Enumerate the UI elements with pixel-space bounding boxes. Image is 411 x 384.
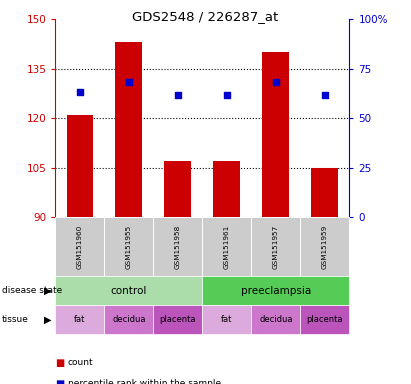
Text: control: control: [111, 286, 147, 296]
Bar: [312, 167, 338, 217]
Text: disease state: disease state: [2, 286, 62, 295]
Text: GSM151960: GSM151960: [77, 225, 83, 269]
Point: [126, 79, 132, 85]
Text: placenta: placenta: [307, 315, 343, 324]
Text: ■: ■: [55, 379, 65, 384]
Bar: [213, 161, 240, 217]
Text: GDS2548 / 226287_at: GDS2548 / 226287_at: [132, 10, 279, 23]
Point: [77, 89, 83, 95]
Bar: [67, 115, 93, 217]
Point: [272, 79, 279, 85]
Text: ■: ■: [55, 358, 65, 368]
Text: GSM151958: GSM151958: [175, 225, 181, 269]
Text: tissue: tissue: [2, 315, 29, 324]
Text: percentile rank within the sample: percentile rank within the sample: [68, 379, 221, 384]
Text: ▶: ▶: [44, 286, 51, 296]
Text: GSM151955: GSM151955: [126, 225, 132, 269]
Text: GSM151957: GSM151957: [273, 225, 279, 269]
Point: [175, 92, 181, 98]
Point: [224, 92, 230, 98]
Text: GSM151961: GSM151961: [224, 225, 230, 269]
Point: [321, 92, 328, 98]
Text: fat: fat: [74, 315, 85, 324]
Text: decidua: decidua: [112, 315, 146, 324]
Text: GSM151959: GSM151959: [322, 225, 328, 269]
Text: decidua: decidua: [259, 315, 293, 324]
Text: fat: fat: [221, 315, 233, 324]
Text: preeclampsia: preeclampsia: [241, 286, 311, 296]
Text: ▶: ▶: [44, 314, 51, 325]
Bar: [115, 42, 143, 217]
Text: placenta: placenta: [160, 315, 196, 324]
Text: count: count: [68, 358, 93, 367]
Bar: [262, 52, 289, 217]
Bar: [164, 161, 192, 217]
